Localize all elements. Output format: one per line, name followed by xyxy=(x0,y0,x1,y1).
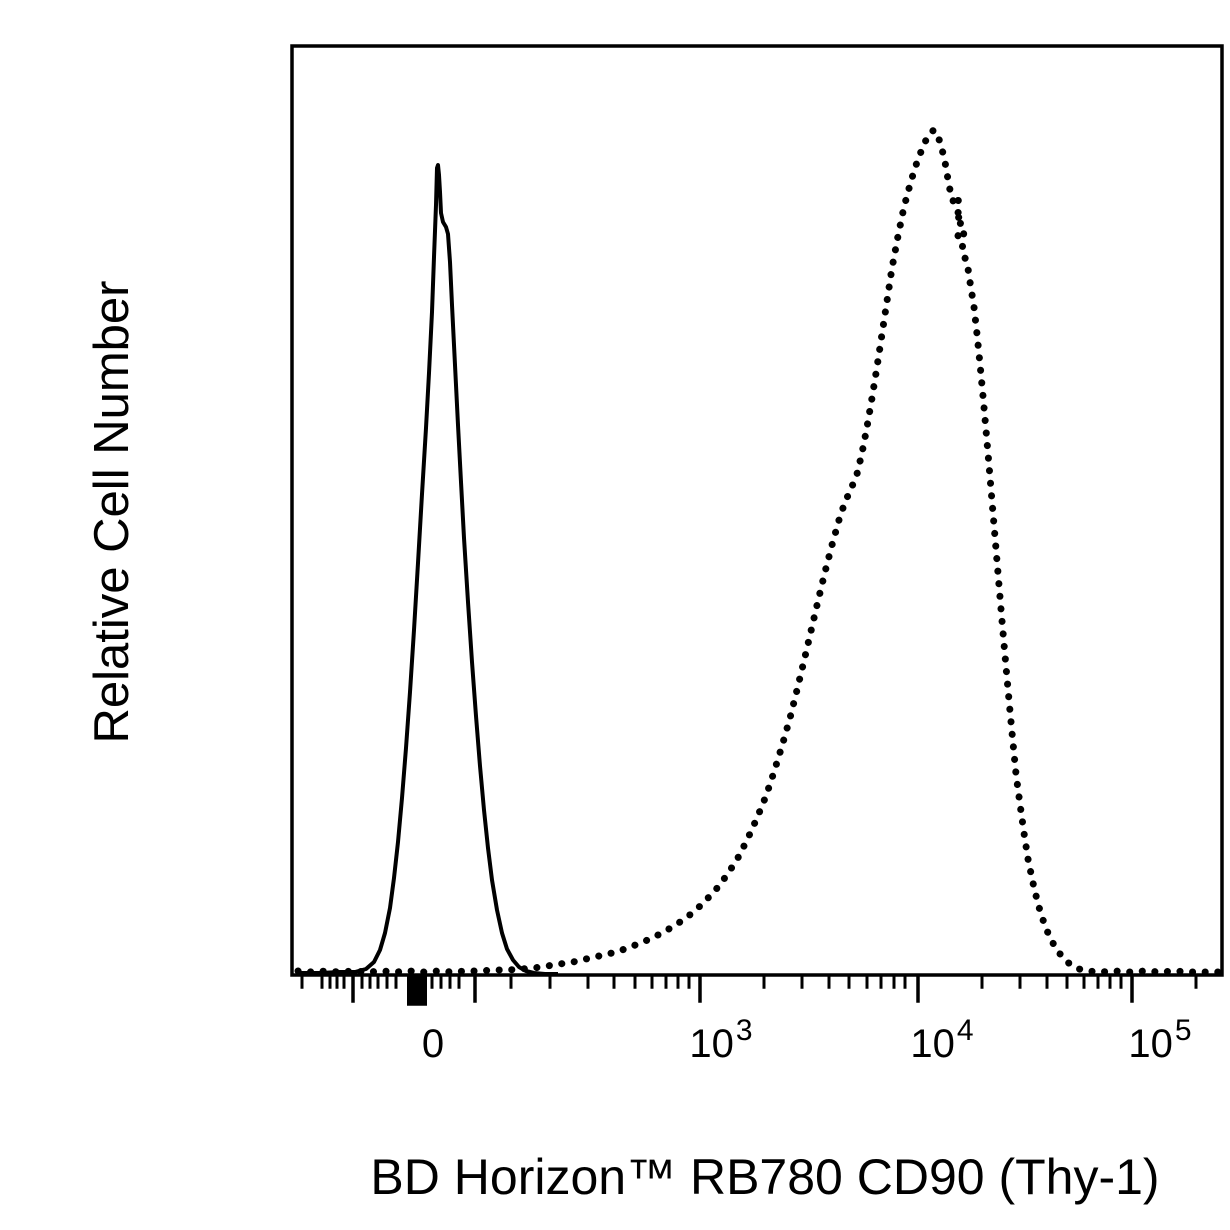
control-histogram-curve xyxy=(296,163,558,976)
tick-exponent: 3 xyxy=(735,1014,753,1047)
tick-exponent: 5 xyxy=(1174,1014,1192,1047)
plot-border xyxy=(290,44,1224,977)
tick-base: 10 xyxy=(689,1022,734,1066)
y-axis-label: Relative Cell Number xyxy=(85,280,139,744)
stained-histogram-curve xyxy=(294,126,1222,976)
tick-base: 10 xyxy=(910,1022,955,1066)
x-tick-label-103: 103 xyxy=(689,1016,752,1066)
tick-base: 0 xyxy=(421,1022,445,1066)
x-axis-label: BD Horizon™ RB780 CD90 (Thy-1) xyxy=(370,1149,1160,1205)
tick-base: 10 xyxy=(1128,1022,1173,1066)
zero-tick-band xyxy=(407,975,427,1006)
x-tick-label-0: 0 xyxy=(422,1024,444,1064)
x-tick-label-105: 105 xyxy=(1128,1016,1191,1066)
tick-exponent: 4 xyxy=(956,1014,974,1047)
x-tick-label-104: 104 xyxy=(910,1016,973,1066)
